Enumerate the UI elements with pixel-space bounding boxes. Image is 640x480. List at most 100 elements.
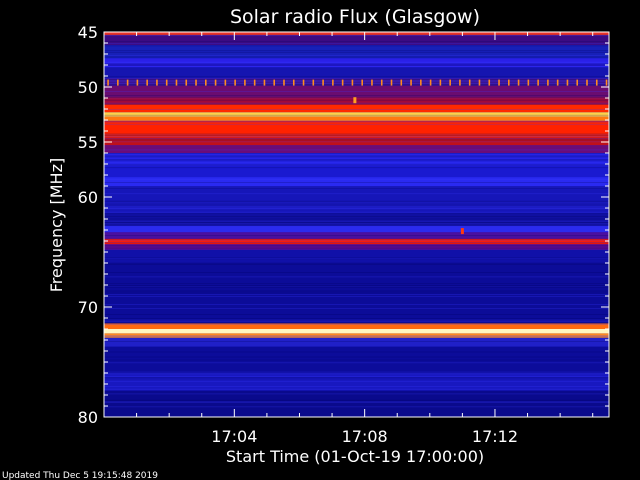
- noise-line: [104, 399, 609, 401]
- noise-line: [104, 136, 609, 137]
- noise-line: [104, 356, 609, 358]
- noise-line: [104, 83, 609, 85]
- noise-line: [104, 241, 609, 243]
- noise-line: [104, 238, 609, 240]
- frequency-band: [104, 337, 609, 347]
- noise-line: [104, 377, 609, 378]
- chart-title: Solar radio Flux (Glasgow): [230, 6, 480, 28]
- burst-mark: [468, 79, 471, 86]
- burst-mark: [537, 79, 539, 86]
- burst-mark: [146, 79, 148, 86]
- frequency-band: [104, 333, 609, 338]
- frequency-band: [104, 238, 609, 245]
- burst-mark: [107, 79, 109, 86]
- noise-line: [104, 402, 609, 403]
- frequency-band: [104, 346, 609, 373]
- noise-line: [104, 141, 609, 143]
- noise-line: [104, 123, 609, 125]
- burst-mark: [273, 79, 276, 86]
- noise-line: [104, 164, 609, 166]
- noise-line: [104, 139, 609, 141]
- burst-mark: [371, 79, 373, 86]
- noise-line: [104, 62, 609, 63]
- noise-line: [104, 76, 609, 78]
- burst-mark: [214, 79, 217, 86]
- noise-line: [104, 138, 609, 140]
- frequency-band: [104, 390, 609, 417]
- noise-line: [104, 362, 609, 364]
- noise-line: [104, 159, 609, 160]
- noise-line: [104, 43, 609, 45]
- burst-mark: [449, 79, 451, 86]
- noise-line: [104, 200, 609, 202]
- noise-line: [104, 201, 609, 203]
- noise-line: [104, 187, 609, 189]
- frequency-band: [104, 186, 609, 214]
- noise-line: [104, 78, 609, 80]
- noise-line: [104, 78, 609, 80]
- noise-line: [104, 258, 609, 260]
- burst-mark: [361, 79, 363, 86]
- noise-line: [104, 96, 609, 98]
- frequency-band: [104, 329, 609, 334]
- frequency-band: [104, 249, 609, 263]
- noise-line: [104, 121, 609, 123]
- burst-mark: [175, 79, 178, 86]
- noise-line: [104, 164, 609, 166]
- burst-mark: [136, 79, 139, 86]
- noise-line: [104, 371, 609, 373]
- noise-line: [104, 285, 609, 287]
- burst-mark: [605, 79, 608, 86]
- noise-line: [104, 135, 609, 136]
- burst-mark: [263, 79, 266, 86]
- noise-line: [104, 258, 609, 260]
- y-tick-label: 70: [78, 298, 98, 317]
- noise-line: [104, 35, 609, 36]
- frequency-band: [104, 121, 609, 138]
- noise-line: [104, 91, 609, 92]
- noise-line: [104, 133, 609, 135]
- noise-line: [104, 285, 609, 286]
- noise-line: [104, 56, 609, 58]
- burst-mark: [556, 79, 559, 86]
- burst-mark: [312, 79, 315, 86]
- noise-line: [104, 220, 609, 222]
- y-tick-label: 80: [78, 408, 98, 427]
- noise-line: [104, 319, 609, 321]
- burst-mark: [488, 79, 491, 86]
- burst-mark: [420, 79, 422, 86]
- noise-line: [104, 290, 609, 292]
- noise-line: [104, 264, 609, 265]
- frequency-band: [104, 137, 609, 146]
- noise-line: [104, 359, 609, 361]
- frequency-band: [104, 104, 609, 113]
- noise-line: [104, 207, 609, 209]
- x-axis-label: Start Time (01-Oct-19 17:00:00): [226, 447, 484, 466]
- burst-mark: [429, 79, 432, 86]
- burst-mark: [400, 79, 403, 86]
- y-axis-label: Frequency [MHz]: [47, 158, 66, 292]
- x-tick-label: 17:04: [211, 427, 257, 446]
- noise-line: [104, 208, 609, 210]
- noise-line: [104, 313, 609, 315]
- burst-mark: [224, 79, 227, 86]
- noise-line: [104, 149, 609, 151]
- burst-mark: [253, 79, 256, 86]
- burst-mark: [322, 79, 324, 86]
- noise-line: [104, 335, 609, 336]
- noise-line: [104, 341, 609, 342]
- noise-line: [104, 211, 609, 213]
- frequency-band: [104, 145, 609, 153]
- burst-mark: [185, 79, 188, 86]
- noise-line: [104, 51, 609, 53]
- noise-line: [104, 388, 609, 390]
- noise-line: [104, 223, 609, 225]
- y-tick-label: 50: [78, 78, 98, 97]
- frequency-band: [104, 112, 609, 117]
- periodic-bursts: [107, 79, 608, 86]
- noise-line: [104, 376, 609, 377]
- noise-line: [104, 336, 609, 338]
- noise-line: [104, 296, 609, 297]
- noise-line: [104, 324, 609, 325]
- noise-line: [104, 235, 609, 237]
